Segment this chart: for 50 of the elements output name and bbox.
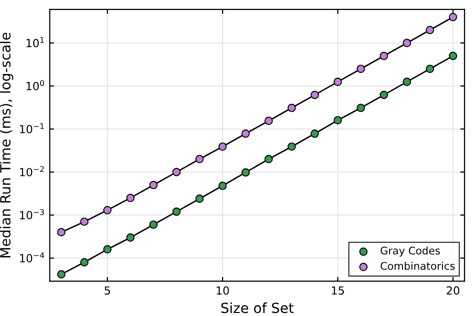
y-tick-label: 10$^{0}$ <box>26 80 44 90</box>
point <box>334 116 342 124</box>
x-axis-title: Size of Set <box>221 302 294 314</box>
point <box>264 116 273 125</box>
point <box>218 182 227 190</box>
legend-label: Gray Codes <box>380 246 440 257</box>
point <box>218 142 227 151</box>
point <box>149 220 158 229</box>
point <box>241 168 250 177</box>
point <box>103 206 112 214</box>
point <box>264 154 273 164</box>
point <box>172 168 181 176</box>
point <box>288 142 296 151</box>
y-tick-label: 10$^{−4}$ <box>20 252 44 262</box>
point <box>426 64 434 74</box>
point <box>57 270 66 278</box>
y-tick-label: 10$^{−1}$ <box>20 123 44 134</box>
legend-label: Combinatorics <box>380 262 455 270</box>
point <box>288 104 296 112</box>
point <box>195 194 204 203</box>
point <box>426 26 434 34</box>
y-tick-label: 10$^{−3}$ <box>20 209 44 220</box>
point <box>356 104 365 112</box>
point <box>103 245 112 254</box>
point <box>80 218 88 226</box>
point <box>356 64 365 74</box>
point <box>57 228 66 236</box>
point <box>172 208 181 216</box>
point <box>195 154 204 164</box>
x-tick-label: 20 <box>446 286 460 295</box>
point <box>334 78 342 86</box>
point <box>310 130 319 138</box>
y-tick-label: 10$^{1}$ <box>26 37 44 48</box>
point <box>310 90 319 100</box>
point <box>402 38 412 48</box>
point <box>126 194 135 202</box>
point <box>241 130 250 138</box>
x-tick-label: 10 <box>216 286 229 295</box>
point <box>448 12 458 22</box>
point <box>448 52 458 60</box>
point <box>126 233 135 242</box>
point <box>149 180 158 190</box>
point <box>80 258 88 266</box>
point <box>380 90 388 100</box>
point <box>380 52 388 60</box>
point <box>402 78 412 86</box>
x-tick-label: 5 <box>104 286 110 295</box>
y-tick-label: 10$^{−2}$ <box>20 166 44 176</box>
x-tick-label: 15 <box>332 286 344 295</box>
y-axis-title: Median Run Time (ms), log-scale <box>0 32 14 258</box>
